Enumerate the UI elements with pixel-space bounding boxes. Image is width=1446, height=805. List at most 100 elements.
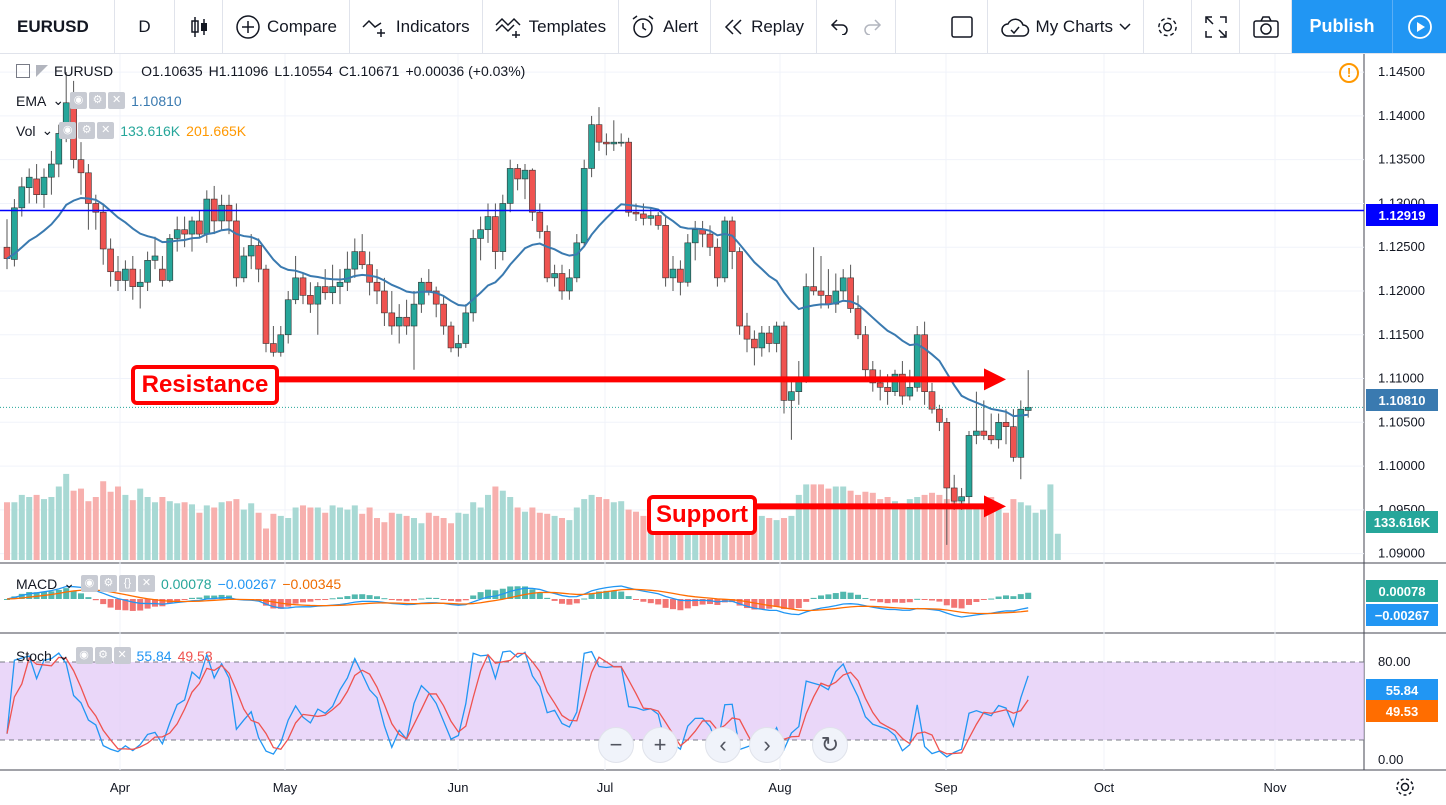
volume-bar: [307, 507, 314, 560]
macd-histogram-bar: [855, 594, 861, 599]
eye-icon[interactable]: ◉: [75, 647, 93, 664]
volume-bar: [425, 512, 432, 560]
stream-button[interactable]: [1392, 0, 1446, 53]
volume-bar: [211, 507, 218, 560]
volume-bar: [980, 507, 987, 560]
resistance-label[interactable]: Resistance: [131, 365, 279, 405]
settings-button[interactable]: [1144, 0, 1192, 53]
macd-histogram-bar: [1003, 595, 1009, 599]
candle-body: [780, 325, 788, 401]
volume-bar: [448, 523, 454, 560]
macd-histogram-bar: [351, 594, 358, 599]
interval-button[interactable]: D: [115, 0, 175, 53]
vol-label: Vol: [16, 122, 36, 139]
macd-histogram-bar: [1010, 596, 1017, 599]
scroll-left-button[interactable]: ‹: [705, 727, 741, 763]
undo-icon[interactable]: [829, 18, 849, 35]
macd-histogram-bar: [314, 599, 321, 601]
close-icon[interactable]: ✕: [137, 575, 155, 592]
scroll-right-button[interactable]: ›: [749, 727, 785, 763]
macd-histogram-bar: [388, 599, 395, 601]
gear-icon[interactable]: ⚙: [99, 575, 117, 592]
candle-body: [247, 245, 255, 257]
stoch-k-tag: 55.84: [1366, 679, 1438, 701]
gear-icon[interactable]: [1394, 776, 1416, 798]
support-label[interactable]: Support: [647, 495, 757, 535]
macd-histogram-bar: [18, 593, 25, 599]
macd-histogram-bar: [766, 599, 773, 609]
volume-bar: [677, 518, 684, 560]
alert-button[interactable]: Alert: [619, 0, 712, 53]
replay-button[interactable]: Replay: [711, 0, 817, 53]
candle-body: [329, 286, 336, 294]
volume-bar: [226, 501, 232, 560]
collapse-legend-icon[interactable]: [16, 64, 30, 78]
volume-bar: [610, 502, 617, 560]
candles: [3, 72, 1032, 545]
candle-body: [647, 215, 655, 219]
candle-body: [588, 124, 595, 169]
price-axis-label: 1.11000: [1378, 371, 1424, 386]
candle-body: [307, 295, 314, 305]
macd-histogram-bar: [26, 592, 33, 599]
gear-icon[interactable]: ⚙: [89, 92, 107, 109]
eye-icon[interactable]: ◉: [70, 92, 88, 109]
my-charts-button[interactable]: My Charts: [988, 0, 1144, 53]
candle-body: [943, 422, 951, 489]
publish-button[interactable]: Publish: [1292, 0, 1392, 53]
chart-area[interactable]: 1.14500 1.14000 1.13500 1.13000 1.12500 1.120…: [0, 54, 1446, 805]
zoom-out-button[interactable]: −: [598, 727, 634, 763]
macd-histogram-bar: [699, 599, 706, 605]
macd-histogram-bar: [692, 599, 699, 607]
flag-icon[interactable]: [36, 65, 48, 77]
chevron-down-icon[interactable]: ⌄: [52, 92, 65, 108]
candle-body: [166, 238, 174, 281]
eye-icon[interactable]: ◉: [80, 575, 98, 592]
macd-histogram-bar: [729, 599, 736, 603]
macd-histogram-bar: [647, 599, 654, 604]
chevron-down-icon[interactable]: ⌄: [57, 647, 70, 663]
chevron-down-icon[interactable]: ⌄: [63, 575, 75, 591]
close-icon[interactable]: ✕: [113, 647, 131, 664]
snapshot-button[interactable]: [1240, 0, 1292, 53]
templates-button[interactable]: Templates: [483, 0, 620, 53]
volume-bar: [433, 515, 440, 560]
close-icon[interactable]: ✕: [108, 92, 126, 109]
layout-button[interactable]: [938, 0, 988, 53]
symbol-search-button[interactable]: EURUSD: [0, 0, 115, 53]
volume-bar: [403, 515, 410, 560]
candle-body: [1017, 408, 1025, 458]
candle-body: [625, 141, 632, 213]
volume-bar: [218, 502, 225, 560]
indicators-button[interactable]: Indicators: [350, 0, 483, 53]
source-icon[interactable]: {}: [118, 575, 136, 592]
redo-icon[interactable]: [863, 18, 883, 35]
chart-type-button[interactable]: [175, 0, 223, 53]
candle-body: [85, 172, 92, 204]
reset-controls: ↻: [812, 727, 848, 763]
reset-chart-button[interactable]: ↻: [812, 727, 848, 763]
chart-canvas[interactable]: 1.145001.140001.135001.130001.125001.120…: [0, 54, 1446, 805]
close-icon[interactable]: ✕: [97, 122, 115, 139]
axes: 1.145001.140001.135001.130001.125001.120…: [110, 64, 1425, 795]
macd-histogram-bar: [529, 589, 536, 599]
macd-histogram-bar: [892, 599, 898, 603]
macd-histogram-bar: [1025, 592, 1032, 599]
volume-bar: [477, 507, 484, 560]
gear-icon[interactable]: ⚙: [78, 122, 96, 139]
volume-bar: [588, 494, 595, 560]
candle-body: [603, 141, 610, 145]
fullscreen-button[interactable]: [1192, 0, 1240, 53]
time-axis-label: May: [273, 780, 298, 795]
zoom-in-button[interactable]: +: [642, 727, 678, 763]
macd-histogram-bar: [425, 597, 432, 599]
macd-histogram-bar: [995, 596, 1002, 599]
macd-histogram-bar: [573, 599, 580, 604]
gear-icon[interactable]: ⚙: [94, 647, 112, 664]
chevron-down-icon[interactable]: ⌄: [41, 122, 54, 138]
candle-body: [640, 213, 647, 219]
warning-icon[interactable]: !: [1339, 63, 1359, 83]
eye-icon[interactable]: ◉: [59, 122, 77, 139]
volume-bar: [810, 484, 817, 560]
compare-button[interactable]: Compare: [223, 0, 350, 53]
